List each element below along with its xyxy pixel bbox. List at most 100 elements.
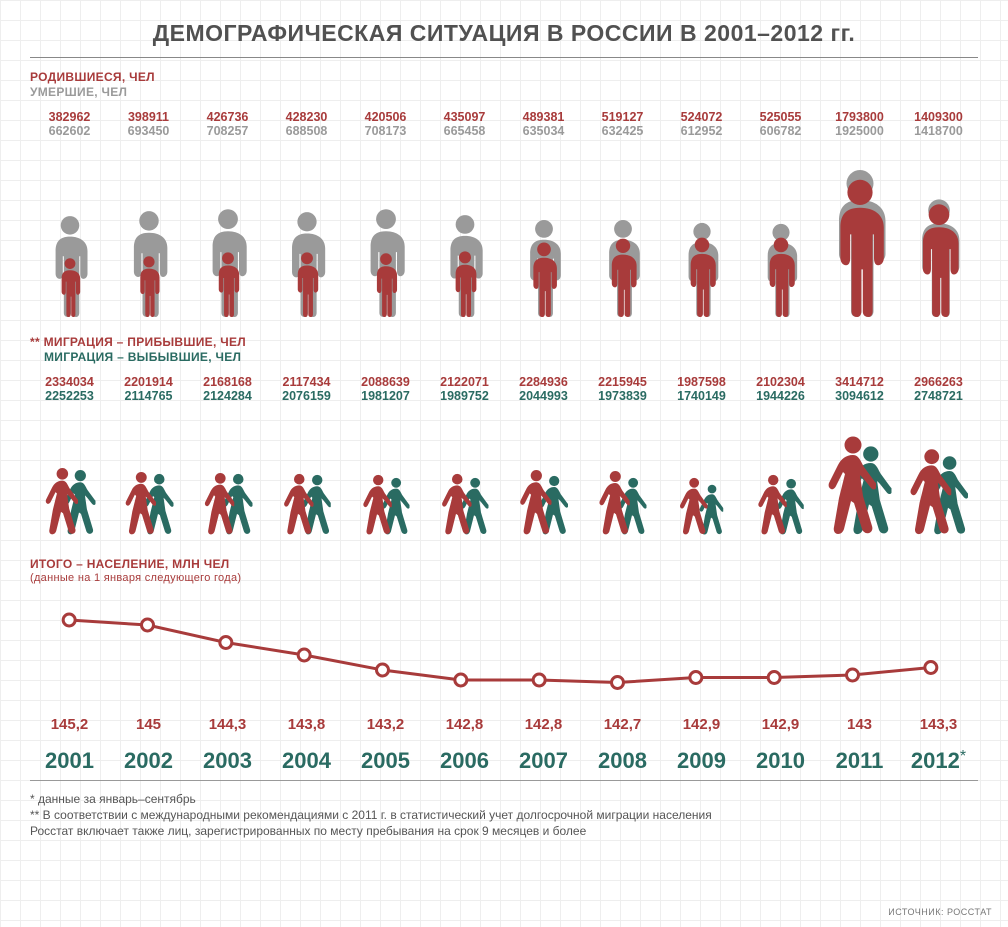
population-label-col: 143 — [820, 716, 899, 734]
page-title: ДЕМОГРАФИЧЕСКАЯ СИТУАЦИЯ В РОССИИ В 2001… — [30, 20, 978, 58]
person-born-icon — [373, 252, 399, 317]
deaths-value: 662602 — [30, 124, 109, 138]
person-mig-in-icon — [908, 448, 952, 535]
migration-in-value: 2102304 — [741, 375, 820, 389]
year-label: 2008 — [598, 748, 647, 773]
mig-number-col: 19875981740149 — [662, 375, 741, 403]
migration-numbers-row: 2334034225225322019142114765216816821242… — [30, 375, 978, 403]
deaths-value: 1925000 — [820, 124, 899, 138]
years-axis: 2001200220032004200520062007200820092010… — [30, 748, 978, 774]
legend-dead: УМЕРШИЕ, ЧЕЛ — [30, 85, 978, 100]
legend-pop-line1: ИТОГО – НАСЕЛЕНИЕ, МЛН ЧЕЛ — [30, 557, 978, 572]
year-label: 2011 — [836, 748, 884, 773]
population-label-col: 144,3 — [188, 716, 267, 734]
person-born-icon — [832, 177, 888, 317]
mig-figure-cell — [741, 405, 820, 535]
section-migration: ** МИГРАЦИЯ – ПРИБЫВШИЕ, ЧЕЛ МИГРАЦИЯ – … — [30, 335, 978, 535]
bd-figure-cell — [30, 142, 109, 317]
bd-figure-cell — [662, 142, 741, 317]
bd-figure-cell — [267, 142, 346, 317]
year-label: 2004 — [282, 748, 331, 773]
population-label-col: 142,7 — [583, 716, 662, 734]
population-marker — [377, 664, 389, 676]
legend-population: ИТОГО – НАСЕЛЕНИЕ, МЛН ЧЕЛ (данные на 1 … — [30, 557, 978, 586]
footnotes: * данные за январь–сентябрь ** В соответ… — [30, 791, 978, 840]
person-born-icon — [214, 251, 240, 317]
mig-figure-cell — [583, 405, 662, 535]
bd-number-col: 489381635034 — [504, 110, 583, 138]
births-value: 398911 — [109, 110, 188, 124]
bd-figure-cell — [346, 142, 425, 317]
births-value: 519127 — [583, 110, 662, 124]
migration-in-value: 2117434 — [267, 375, 346, 389]
year-col: 2003 — [188, 748, 267, 774]
footnote-3: Росстат включает также лиц, зарегистриро… — [30, 823, 978, 839]
births-value: 524072 — [662, 110, 741, 124]
deaths-value: 665458 — [425, 124, 504, 138]
births-value: 525055 — [741, 110, 820, 124]
deaths-value: 688508 — [267, 124, 346, 138]
population-label-col: 145 — [109, 716, 188, 734]
population-value: 142,9 — [762, 716, 800, 733]
year-label: 2005 — [361, 748, 410, 773]
bd-number-col: 17938001925000 — [820, 110, 899, 138]
population-label-col: 143,2 — [346, 716, 425, 734]
births-value: 1793800 — [820, 110, 899, 124]
births-value: 435097 — [425, 110, 504, 124]
migration-in-value: 2215945 — [583, 375, 662, 389]
bd-number-col: 525055606782 — [741, 110, 820, 138]
bd-figure-cell — [820, 142, 899, 317]
migration-out-value: 1981207 — [346, 389, 425, 403]
deaths-value: 708257 — [188, 124, 267, 138]
births-value: 1409300 — [899, 110, 978, 124]
population-marker — [220, 636, 232, 648]
population-value: 143,8 — [288, 716, 326, 733]
population-value: 142,8 — [525, 716, 563, 733]
year-col: 2004 — [267, 748, 346, 774]
mig-number-col: 21023041944226 — [741, 375, 820, 403]
person-mig-in-icon — [44, 467, 78, 535]
year-star: * — [960, 748, 966, 765]
year-label: 2002 — [124, 748, 173, 773]
person-born-icon — [293, 251, 319, 317]
person-born-icon — [136, 255, 161, 317]
population-marker — [690, 671, 702, 683]
legend-pop-line2: (данные на 1 января следующего года) — [30, 572, 978, 586]
person-born-icon — [58, 257, 82, 317]
births-deaths-numbers-row: 3829626626023989116934504267367082574282… — [30, 110, 978, 138]
year-label: 2009 — [677, 748, 726, 773]
year-col: 2009 — [662, 748, 741, 774]
bd-figure-cell — [583, 142, 662, 317]
person-mig-in-icon — [518, 469, 551, 535]
population-value: 143,2 — [367, 716, 405, 733]
migration-figures-row — [30, 405, 978, 535]
population-value: 143 — [847, 716, 872, 733]
year-label: 2003 — [203, 748, 252, 773]
population-value: 142,7 — [604, 716, 642, 733]
population-marker — [142, 619, 154, 631]
mig-figure-cell — [820, 405, 899, 535]
footnote-2: ** В соответствии с международными реком… — [30, 807, 978, 823]
year-label: 2007 — [519, 748, 568, 773]
bd-number-col: 426736708257 — [188, 110, 267, 138]
person-mig-in-icon — [203, 472, 235, 535]
mig-number-col: 29662632748721 — [899, 375, 978, 403]
migration-in-value: 2122071 — [425, 375, 504, 389]
person-mig-in-icon — [826, 435, 876, 535]
mig-figure-cell — [504, 405, 583, 535]
births-deaths-figures-row — [30, 142, 978, 317]
year-col: 2002 — [109, 748, 188, 774]
migration-in-value: 2088639 — [346, 375, 425, 389]
bd-figure-cell — [425, 142, 504, 317]
person-mig-in-icon — [597, 470, 630, 535]
person-mig-in-icon — [361, 474, 392, 535]
migration-out-value: 1944226 — [741, 389, 820, 403]
bd-figure-cell — [109, 142, 188, 317]
migration-out-value: 2044993 — [504, 389, 583, 403]
legend-asterisks: ** — [30, 335, 40, 349]
population-label-col: 142,8 — [425, 716, 504, 734]
deaths-value: 1418700 — [899, 124, 978, 138]
bd-number-col: 519127632425 — [583, 110, 662, 138]
bd-figure-cell — [504, 142, 583, 317]
person-mig-in-icon — [282, 473, 313, 535]
